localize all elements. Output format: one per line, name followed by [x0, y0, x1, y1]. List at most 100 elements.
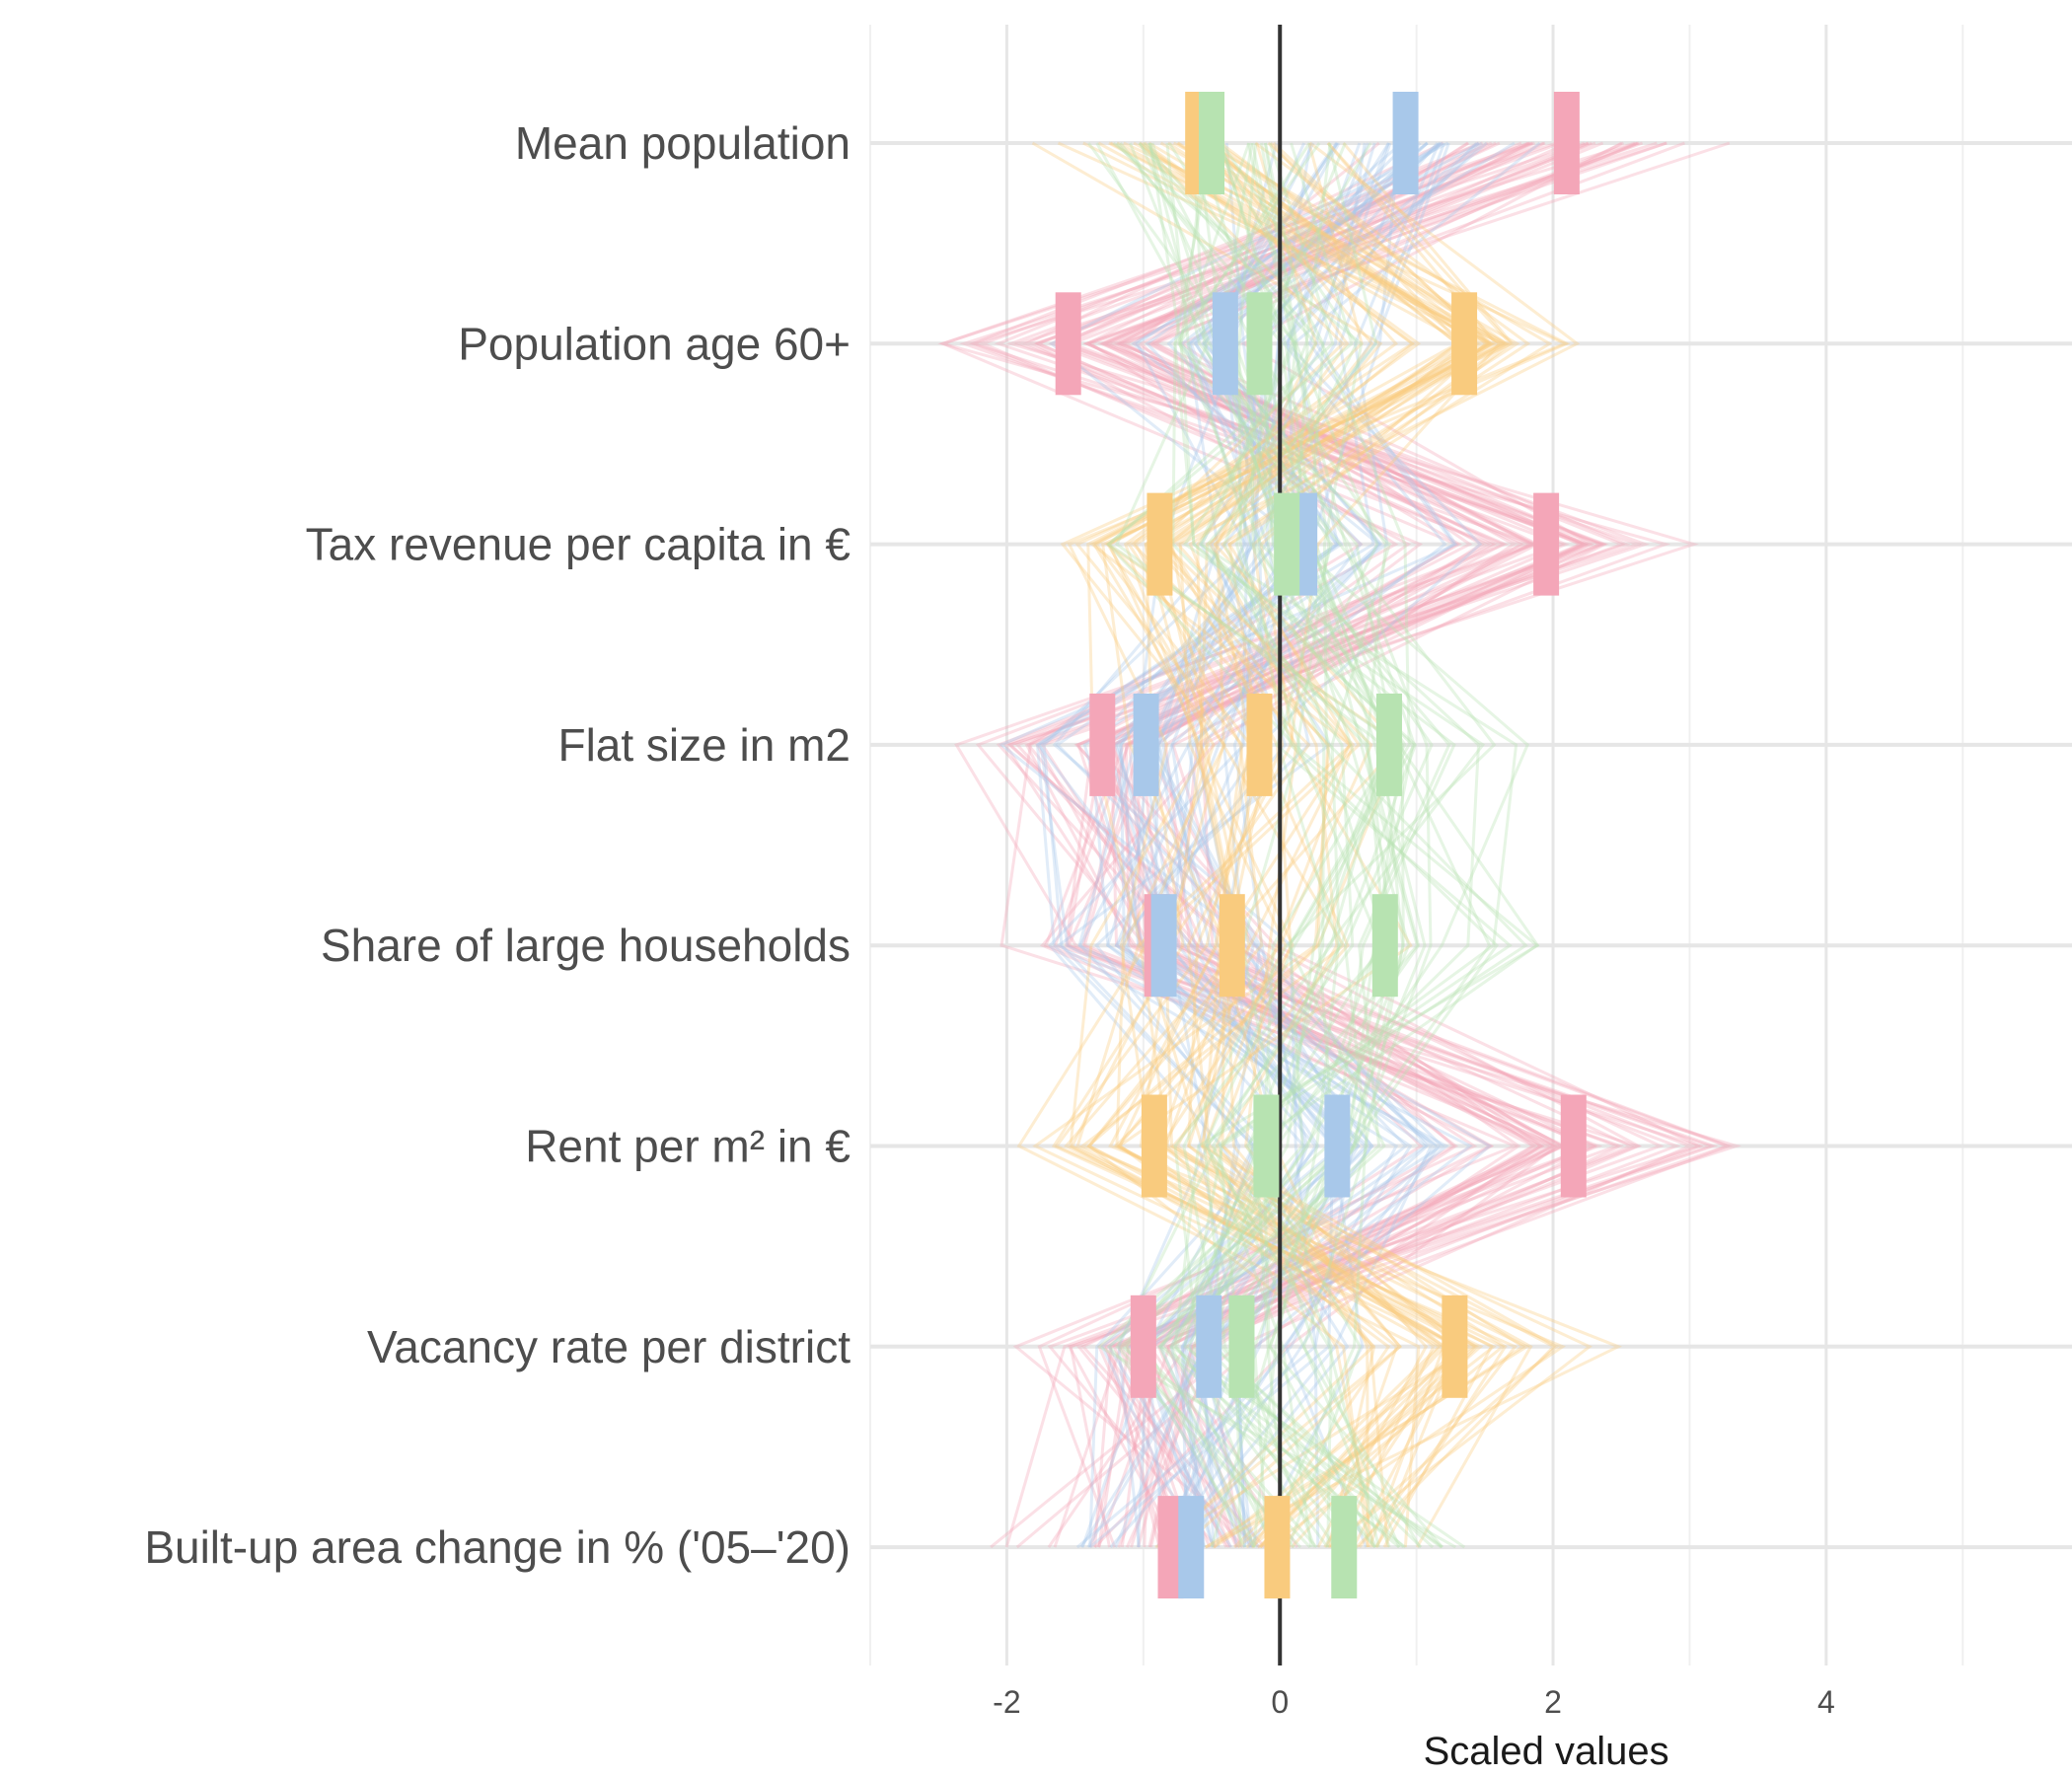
- district-profile-line: [1089, 141, 1480, 1548]
- district-profile-line: [1144, 141, 1492, 1548]
- district-profile-line: [1160, 142, 1443, 1549]
- y-axis-category-label: Vacancy rate per district: [367, 1321, 851, 1372]
- cluster-mean-marker: [1055, 292, 1081, 396]
- x-axis-tick-label: 2: [1544, 1684, 1562, 1720]
- y-axis-category-label: Population age 60+: [458, 318, 851, 369]
- cluster-mean-marker: [1375, 693, 1402, 796]
- district-profile-line: [1123, 141, 1559, 1549]
- district-profile-line: [1052, 142, 1450, 1548]
- district-profile-line: [1074, 142, 1622, 1549]
- district-profile-line: [1053, 141, 1604, 1548]
- cluster-mean-marker: [1199, 92, 1225, 194]
- district-profile-line: [975, 141, 1569, 1549]
- district-profile-line: [1155, 142, 1446, 1548]
- cluster-mean-marker: [1246, 292, 1273, 396]
- district-profile-line: [1070, 142, 1477, 1549]
- y-axis-category-label: Mean population: [515, 117, 851, 169]
- cluster-mean-marker: [1253, 1094, 1280, 1198]
- district-profile-line: [1067, 141, 1609, 1548]
- district-profile-line: [1112, 141, 1388, 1548]
- district-profile-line: [1175, 141, 1581, 1549]
- district-profile-line: [1085, 141, 1506, 1549]
- district-profile-line: [1156, 141, 1483, 1548]
- x-axis-tick-label: 0: [1271, 1684, 1289, 1720]
- district-profile-line: [1043, 141, 1625, 1548]
- cluster-mean-marker: [1560, 1094, 1587, 1198]
- x-axis-tick-label: 4: [1817, 1684, 1835, 1720]
- cluster-mean-marker: [1147, 492, 1173, 596]
- district-profile-line: [1069, 141, 1478, 1549]
- district-profile-line: [1051, 141, 1497, 1549]
- district-profile-line: [1164, 142, 1557, 1549]
- district-profile-line: [1006, 141, 1643, 1548]
- district-profile-line: [1119, 142, 1429, 1548]
- district-profile-line: [1183, 142, 1528, 1549]
- district-profile-line: [1116, 141, 1492, 1549]
- district-profile-line: [1138, 142, 1486, 1548]
- cluster-mean-marker: [1150, 894, 1177, 998]
- district-profile-line: [1047, 141, 1703, 1548]
- district-profile-line: [1083, 141, 1551, 1548]
- district-profile-line: [1181, 142, 1402, 1549]
- district-profile-line: [1138, 141, 1416, 1549]
- cluster-mean-marker: [1089, 693, 1116, 796]
- district-profile-line: [1109, 141, 1505, 1548]
- district-profile-line: [1093, 141, 1460, 1548]
- district-profile-line: [938, 141, 1704, 1548]
- x-axis-ticks: -2 0 2 4: [993, 1684, 1835, 1720]
- cluster-mean-marker: [1451, 292, 1478, 396]
- cluster-mean-marker: [1324, 1094, 1351, 1198]
- cluster-mean-marker: [1228, 1295, 1255, 1398]
- cluster-mean-marker: [1331, 1496, 1358, 1599]
- district-profile-line: [1216, 142, 1420, 1548]
- district-profile-line: [1082, 142, 1493, 1548]
- district-profile-line: [1086, 141, 1469, 1548]
- district-profile-line: [1067, 141, 1569, 1549]
- district-profile-line: [1220, 142, 1391, 1548]
- district-profile-line: [1106, 142, 1540, 1549]
- cluster-mean-marker: [1219, 894, 1245, 998]
- district-profile-line: [994, 141, 1621, 1548]
- cluster-mean-marker: [1553, 92, 1580, 194]
- district-profile-line: [1205, 142, 1378, 1548]
- district-profile-line: [1169, 142, 1388, 1548]
- district-profile-line: [1106, 141, 1494, 1548]
- cluster-mean-marker: [1371, 894, 1398, 998]
- y-axis-category-label: Flat size in m2: [557, 719, 851, 771]
- district-profile-line: [1054, 141, 1517, 1549]
- cluster-mean-marker: [1264, 1496, 1291, 1599]
- district-profile-line: [1219, 142, 1405, 1548]
- x-axis-tick-label: -2: [993, 1684, 1020, 1720]
- district-profile-line: [1075, 142, 1456, 1549]
- y-axis-category-label: Built-up area change in % ('05–'20): [144, 1521, 851, 1573]
- x-axis-title: Scaled values: [1424, 1730, 1669, 1773]
- district-profile-line: [1101, 141, 1592, 1549]
- cluster-mean-marker: [1196, 1295, 1222, 1398]
- y-axis-labels: Mean population Population age 60+ Tax rev…: [144, 117, 851, 1573]
- district-profile-line: [1114, 142, 1413, 1548]
- y-axis-category-label: Tax revenue per capita in €: [306, 519, 851, 570]
- district-profile-line: [1022, 141, 1491, 1548]
- district-profile-line: [1137, 142, 1387, 1549]
- district-profile-line: [1106, 142, 1540, 1548]
- cluster-mean-marker: [1141, 1094, 1167, 1198]
- district-profile-line: [1133, 141, 1495, 1549]
- district-profile-line: [1032, 141, 1461, 1549]
- cluster-mean-marker: [1246, 693, 1273, 796]
- cluster-mean-marker: [1442, 1295, 1468, 1398]
- district-profile-line: [1107, 141, 1497, 1548]
- district-profile-line: [1013, 141, 1658, 1548]
- district-profile-line: [1031, 141, 1400, 1548]
- district-profile-line: [1056, 142, 1399, 1549]
- district-profile-line: [1093, 141, 1731, 1549]
- district-profile-line: [1082, 141, 1489, 1548]
- district-profile-line: [1095, 142, 1405, 1548]
- district-profile-line: [1131, 141, 1591, 1548]
- district-profile-line: [1055, 141, 1586, 1548]
- cluster-mean-marker: [1178, 1496, 1205, 1599]
- district-profile-line: [1048, 141, 1449, 1548]
- district-profile-line: [1116, 141, 1511, 1549]
- district-profile-line: [1080, 141, 1443, 1548]
